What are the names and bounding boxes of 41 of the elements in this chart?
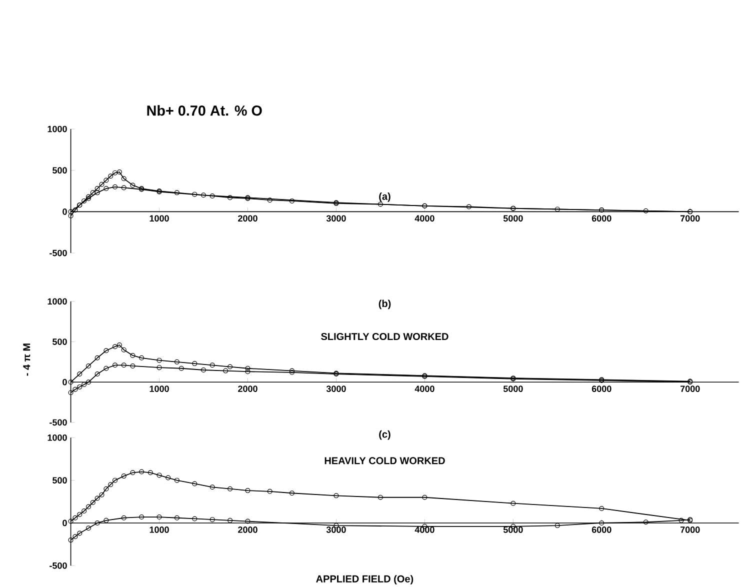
x-tick-label: 3000 [326,215,346,222]
y-tick-label: 0 [62,520,67,526]
text: HEAVILY COLD WORKED [324,457,445,464]
y-tick-label: 1000 [48,434,67,441]
text: SLIGHTLY COLD WORKED [321,332,448,340]
x-tick-label: 7000 [680,386,700,392]
x-tick-label: 5000 [503,215,523,222]
y-tick-label: 0 [62,208,67,215]
x-tick-label: 4000 [414,215,434,222]
x-tick-label: 3000 [326,386,346,392]
y-tick-label: 0 [62,378,67,386]
x-tick-label: 6000 [592,386,612,392]
x-tick-label: 4000 [414,526,434,533]
x-tick-label: 1000 [150,526,169,533]
x-tick-label: 2000 [238,215,258,222]
y-tick-label: 1000 [48,298,67,305]
x-tick-label: 6000 [592,526,612,533]
x-tick-label: 7000 [680,526,700,533]
x-tick-label: 2000 [238,526,258,533]
x-tick-label: 7000 [680,215,700,222]
y-tick-label: -500 [50,562,67,569]
x-tick-label: 1000 [150,215,169,222]
y-tick-label: 500 [52,167,67,174]
x-tick-label: 2000 [238,386,258,392]
x-tick-label: 4000 [414,386,434,392]
chart-title: (c) [379,430,390,440]
y-tick-label: -500 [50,250,67,256]
x-tick-label: 6000 [592,215,612,222]
chart-title: (b) [378,300,391,310]
x-tick-label: 3000 [326,526,346,533]
y-tick-label: -500 [50,419,67,426]
text: (a) [379,192,390,202]
y-axis-title: - 4 π M [23,344,30,376]
y-tick-label: 1000 [48,126,67,132]
text: Nb+ 0.70 At. % O [147,105,262,116]
x-tick-label: 5000 [503,526,523,533]
y-tick-label: 500 [52,338,67,345]
x-axis-title: APPLIED FIELD (Oe) [316,575,414,584]
x-tick-label: 5000 [503,386,523,392]
x-tick-label: 1000 [150,386,169,392]
y-tick-label: 500 [52,477,67,484]
